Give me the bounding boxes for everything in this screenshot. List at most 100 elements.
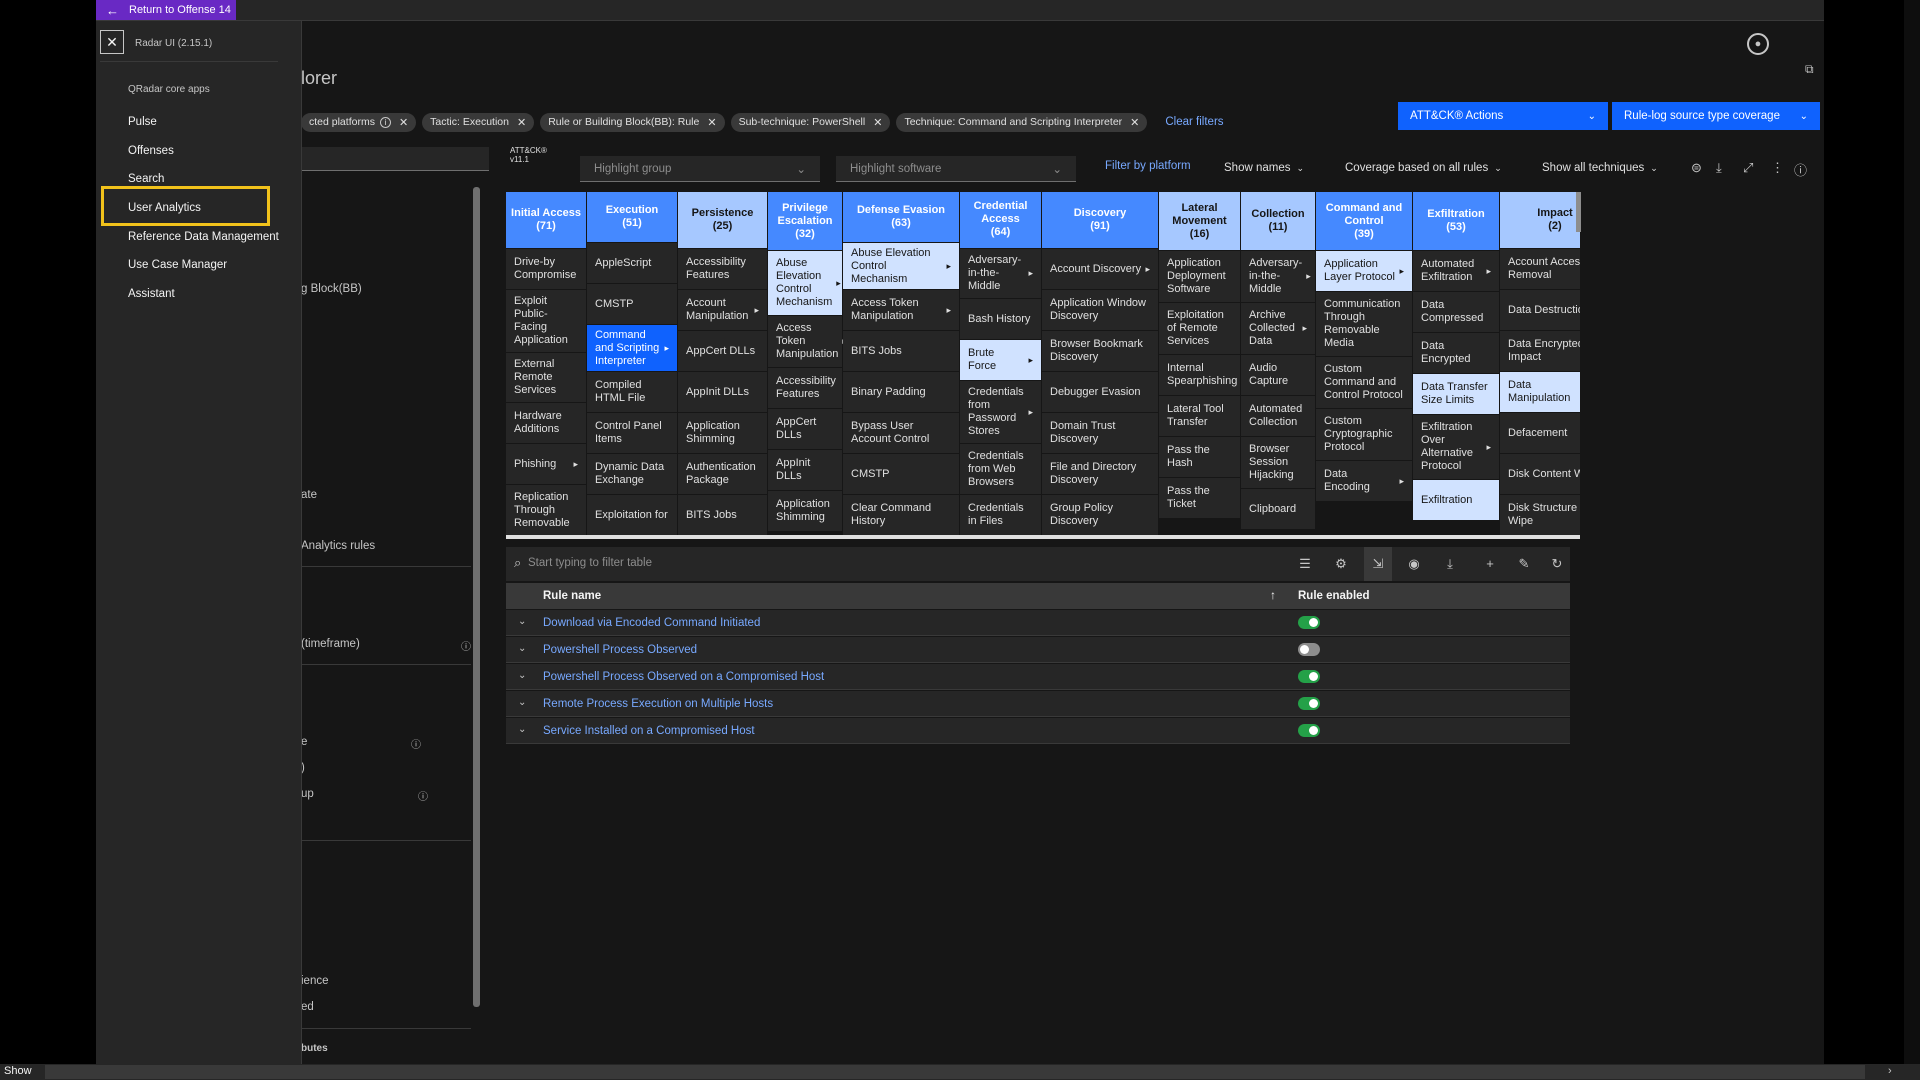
technique-cell[interactable]: Phishing ▸ [506,444,586,485]
technique-cell[interactable]: Exfiltration [1413,480,1499,520]
highlight-group-dropdown[interactable]: Highlight group ⌄ [580,156,820,182]
filter-tag-rule[interactable]: Rule or Building Block(BB): Rule ✕ [540,112,725,132]
technique-cell[interactable]: AppleScript [587,243,677,284]
technique-cell[interactable]: Bash History [960,299,1041,340]
matrix-horizontal-scrollbar[interactable] [506,535,1580,539]
chevron-down-icon[interactable]: ⌄ [518,643,527,654]
settings-icon[interactable]: ⚙ [1335,556,1347,571]
expand-subtechniques-icon[interactable]: ▸ [1306,271,1311,281]
technique-cell[interactable]: CMSTP [843,454,959,494]
technique-cell[interactable]: File and Directory Discovery [1042,454,1158,494]
rule-name-link[interactable]: Service Installed on a Compromised Host [543,725,755,737]
technique-cell[interactable]: Binary Padding [843,372,959,412]
expand-subtechniques-icon[interactable]: ▸ [1145,263,1150,274]
technique-cell[interactable]: Application Shimming [768,491,842,531]
download-icon[interactable]: ⤓ [1716,160,1722,175]
technique-cell[interactable]: Group Policy Discovery [1042,495,1158,535]
technique-cell[interactable]: Exfiltration Over Alternative Protocol ▸ [1413,415,1499,479]
info-icon[interactable]: ⓘ [1794,163,1808,178]
technique-cell[interactable]: AppInit DLLs [768,450,842,490]
chevron-down-icon[interactable]: ⌄ [518,616,527,627]
rule-enabled-toggle[interactable] [1298,670,1320,683]
rule-name-link[interactable]: Powershell Process Observed [543,644,698,656]
technique-cell[interactable]: AppInit DLLs [678,372,767,412]
nav-item-pulse[interactable]: Pulse [128,116,157,128]
close-icon[interactable]: ✕ [516,116,527,129]
technique-cell[interactable]: Clipboard [1241,489,1315,529]
nav-item-use-case-manager[interactable]: Use Case Manager [128,259,228,271]
technique-cell[interactable]: Exploitation for [587,495,677,535]
technique-cell[interactable]: Account Discovery ▸ [1042,249,1158,289]
rule-enabled-toggle[interactable] [1298,616,1320,629]
maximize-icon[interactable]: ⤢ [1743,160,1754,175]
close-icon[interactable]: ✕ [707,116,717,129]
show-names-dropdown[interactable]: Show names ⌄ [1224,162,1304,174]
chevron-down-icon[interactable]: ⌄ [518,670,527,681]
nav-item-offenses[interactable]: Offenses [128,145,174,157]
table-search-input[interactable]: Start typing to filter table [528,557,653,569]
expand-subtechniques-icon[interactable]: ▸ [1486,441,1491,452]
show-button[interactable]: Show [4,1065,32,1077]
technique-cell[interactable]: Application Deployment Software [1159,251,1240,302]
layers-icon[interactable]: ⊜ [1691,160,1702,175]
launch-icon[interactable]: ⧉ [1805,62,1814,76]
technique-cell[interactable]: Custom Cryptographic Protocol [1316,409,1412,460]
technique-cell[interactable]: BITS Jobs [843,331,959,371]
rule-name-link[interactable]: Download via Encoded Command Initiated [543,617,761,629]
tactic-header[interactable]: Lateral Movement (16) [1159,192,1240,250]
technique-cell[interactable]: Communication Through Removable Media [1316,292,1412,356]
technique-cell[interactable]: Defacement▸ [1500,413,1580,453]
technique-cell[interactable]: Access Token Manipulation▸ [843,290,959,330]
tactic-header[interactable]: Command and Control (39) [1316,192,1412,250]
technique-cell[interactable]: Archive Collected Data ▸ [1241,303,1315,354]
nav-item-search[interactable]: Search [128,173,165,185]
technique-cell[interactable]: Compiled HTML File [587,372,677,412]
technique-cell[interactable]: Command and Scripting Interpreter ▸ [587,325,677,371]
nav-item-reference-data[interactable]: Reference Data Management [128,231,279,243]
filter-tag-technique[interactable]: Technique: Command and Scripting Interpr… [896,112,1148,132]
rule-name-link[interactable]: Remote Process Execution on Multiple Hos… [543,698,774,710]
info-icon[interactable]: i [379,116,391,128]
technique-cell[interactable]: Application Layer Protocol ▸ [1316,251,1412,291]
filter-tag-platforms[interactable]: cted platforms i ✕ [301,112,417,132]
technique-cell[interactable]: Clear Command History [843,495,959,535]
tactic-header[interactable]: Execution (51) [587,192,677,243]
overflow-menu-icon[interactable]: ⋮ [1771,160,1784,175]
expand-subtechniques-icon[interactable]: ▸ [1399,475,1404,486]
info-icon[interactable]: ⓘ [411,740,421,751]
tactic-header[interactable]: Initial Access (71) [506,192,586,248]
technique-cell[interactable]: Disk Structure Wipe [1500,495,1580,535]
chevron-down-icon[interactable]: ⌄ [518,697,527,708]
technique-cell[interactable]: Browser Bookmark Discovery [1042,331,1158,371]
return-to-offense-button[interactable]: ← Return to Offense 14 [96,0,236,20]
technique-cell[interactable]: Data Encrypted [1413,333,1499,373]
close-icon[interactable]: ✕ [873,116,883,129]
technique-cell[interactable]: Domain Trust Discovery [1042,413,1158,453]
filter-tag-tactic[interactable]: Tactic: Execution ✕ [422,112,535,132]
technique-cell[interactable]: Adversary-in-the-Middle ▸ [1241,251,1315,302]
technique-cell[interactable]: Data Destruction [1500,290,1580,330]
technique-cell[interactable]: Credentials in Files [960,495,1041,535]
technique-cell[interactable]: Data Manipulation▸ [1500,372,1580,412]
rule-enabled-toggle[interactable] [1298,643,1320,656]
expand-subtechniques-icon[interactable]: ▸ [946,260,951,271]
coverage-dropdown[interactable]: Rule-log source type coverage ⌄ [1612,102,1820,130]
filter-by-platform-link[interactable]: Filter by platform [1105,160,1191,172]
tactic-header[interactable]: Defense Evasion (63) [843,192,959,243]
technique-cell[interactable]: Debugger Evasion [1042,372,1158,412]
coverage-basis-dropdown[interactable]: Coverage based on all rules ⌄ [1345,162,1502,174]
technique-cell[interactable]: Abuse Elevation Control Mechanism ▸ [843,243,959,289]
technique-cell[interactable]: Access Token Manipulation▸ [768,316,847,367]
expand-subtechniques-icon[interactable]: ▸ [664,342,669,353]
technique-cell[interactable]: Account Manipulation ▸ [678,290,767,330]
tactic-header[interactable]: Persistence (25) [678,192,767,248]
expand-subtechniques-icon[interactable]: ▸ [836,277,841,288]
close-icon[interactable]: ✕ [1130,116,1140,129]
technique-cell[interactable]: Data Compressed [1413,292,1499,332]
clear-filters-link[interactable]: Clear filters [1165,116,1224,128]
view-icon[interactable]: ◉ [1408,556,1420,571]
nav-item-user-analytics[interactable]: User Analytics [128,202,201,214]
technique-cell[interactable]: Exploitation of Remote Services [1159,303,1240,354]
hierarchy-icon[interactable]: ⇲ [1364,547,1392,581]
technique-cell[interactable]: Abuse Elevation Control Mechanism ▸ [768,251,842,315]
